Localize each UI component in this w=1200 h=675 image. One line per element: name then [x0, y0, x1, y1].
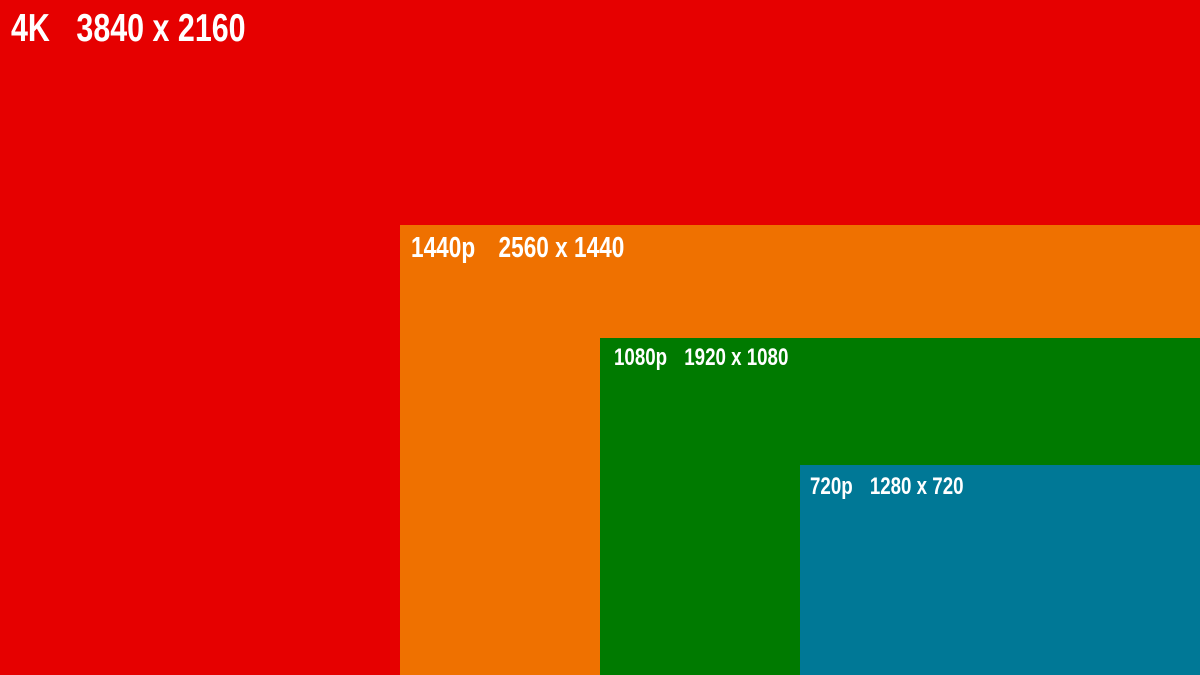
resolution-1080p-label: 1080p 1920 x 1080 [614, 344, 788, 372]
resolution-dimensions: 3840 x 2160 [76, 7, 246, 50]
resolution-1440p-label: 1440p 2560 x 1440 [411, 232, 624, 265]
resolution-dimensions: 1920 x 1080 [684, 344, 789, 371]
resolution-dimensions: 1280 x 720 [869, 473, 964, 500]
resolution-name: 720p [810, 473, 853, 500]
resolution-name: 1440p [411, 232, 476, 264]
resolution-name: 4K [11, 7, 50, 50]
resolution-name: 1080p [614, 344, 668, 371]
resolution-4k-label: 4K 3840 x 2160 [11, 7, 246, 51]
resolution-720p-area: 720p 1280 x 720 [800, 465, 1200, 675]
resolution-720p-label: 720p 1280 x 720 [810, 473, 964, 501]
resolution-dimensions: 2560 x 1440 [498, 232, 625, 264]
